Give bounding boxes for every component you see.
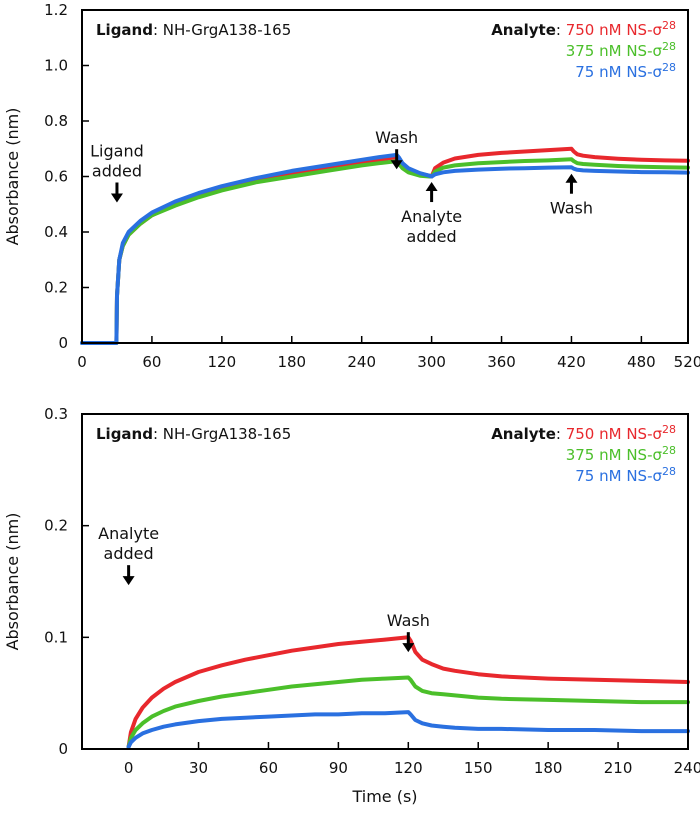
- bottom-legend-name: 750 nM NS-σ: [566, 425, 663, 443]
- bottom-y-tick-label: 0.2: [44, 517, 68, 535]
- top-annotation-2-arrow-head: [390, 160, 403, 170]
- bottom-legend-superscript: 28: [662, 444, 676, 457]
- top-y-tick-label: 1.2: [44, 1, 68, 19]
- top-y-tick-label: 0: [58, 334, 68, 352]
- bottom-legend: Ligand: NH-GrgA138-165 Analyte: 750 nM NS…: [96, 423, 676, 485]
- top-legend-superscript: 28: [662, 61, 676, 74]
- top-analyte-colon: :: [556, 21, 566, 39]
- bottom-x-tick-label: 150: [464, 759, 493, 777]
- top-y-axis-title: Absorbance (nm): [3, 108, 22, 246]
- bottom-y-tick-label: 0: [58, 740, 68, 758]
- top-annotation-1-text: Ligand: [90, 142, 144, 161]
- top-x-tick-label: 420: [557, 353, 586, 371]
- bottom-axis-ticks: 0 0.1 0.2 0.3 0 30 60 90 120 150 180 210 240: [44, 405, 700, 777]
- top-series-line-3: [80, 152, 690, 345]
- top-chart-panel: 0 0.2 0.4 0.6 0.8 1.0 1.2 0 60 120 180 240 300 360 420…: [3, 1, 700, 371]
- bottom-series-line-2: [126, 675, 690, 749]
- top-y-tick-label: 0.4: [44, 223, 68, 241]
- bottom-y-axis-title: Absorbance (nm): [3, 513, 22, 651]
- top-legend-name: 375 nM NS-σ: [566, 42, 663, 60]
- top-x-tick-label: 120: [208, 353, 237, 371]
- top-annotation-3-arrow-head: [425, 182, 438, 192]
- bottom-x-axis-title: Time (s): [351, 787, 417, 806]
- top-annotation-1-text: added: [92, 162, 142, 181]
- top-legend-entry-2: 375 nM NS-σ28: [566, 40, 676, 60]
- top-axis-ticks: 0 0.2 0.4 0.6 0.8 1.0 1.2 0 60 120 180 240 300 360 420…: [44, 1, 700, 371]
- top-annotation-4-text: Wash: [550, 199, 593, 218]
- bottom-legend-superscript: 28: [662, 465, 676, 478]
- top-legend-name: 750 nM NS-σ: [566, 21, 663, 39]
- bottom-x-tick-label: 240: [674, 759, 700, 777]
- top-plot-frame: [81, 9, 689, 344]
- bottom-ligand-legend: Ligand: NH-GrgA138-165: [96, 425, 291, 443]
- top-y-tick-label: 0.6: [44, 168, 68, 186]
- bottom-annotation-1-text: added: [104, 544, 154, 563]
- bottom-y-tick-label: 0.1: [44, 628, 68, 646]
- bottom-plot-frame: [81, 413, 689, 750]
- top-series-layer: [80, 146, 690, 345]
- top-legend-superscript: 28: [662, 40, 676, 53]
- top-annotation-3-text: added: [407, 227, 457, 246]
- bottom-x-tick-label: 180: [534, 759, 563, 777]
- top-ligand-label: Ligand: [96, 21, 153, 39]
- top-x-tick-label: 60: [142, 353, 161, 371]
- top-annotation-4-arrow-head: [565, 173, 578, 183]
- top-x-tick-label: 240: [347, 353, 376, 371]
- bottom-legend-entry-2: 375 nM NS-σ28: [566, 444, 676, 464]
- top-legend-entry-1: Analyte: 750 nM NS-σ28: [491, 19, 676, 39]
- bottom-series-line-1: [126, 635, 690, 749]
- bottom-analyte-label: Analyte: [491, 425, 556, 443]
- bottom-x-tick-label: 0: [124, 759, 134, 777]
- bottom-x-tick-label: 90: [329, 759, 348, 777]
- bottom-x-tick-label: 120: [394, 759, 423, 777]
- bottom-annotation-2-text: Wash: [387, 611, 430, 630]
- bottom-ligand-label: Ligand: [96, 425, 153, 443]
- top-annotation-3-text: Analyte: [401, 207, 462, 226]
- top-analyte-label: Analyte: [491, 21, 556, 39]
- bottom-annotation-1-text: Analyte: [98, 524, 159, 543]
- top-x-tick-label: 480: [627, 353, 656, 371]
- top-y-tick-label: 0.2: [44, 279, 68, 297]
- top-series-line-2: [80, 157, 690, 345]
- top-x-tick-label: 360: [487, 353, 516, 371]
- bottom-series-line-3: [126, 710, 690, 749]
- top-ligand-value: : NH-GrgA138-165: [153, 21, 291, 39]
- bottom-annotation-1-arrow-head: [122, 576, 135, 586]
- bottom-y-tick-label: 0.3: [44, 405, 68, 423]
- top-x-tick-label: 520: [674, 353, 700, 371]
- bottom-x-tick-label: 30: [189, 759, 208, 777]
- top-series-line-1: [80, 146, 690, 345]
- bottom-legend-superscript: 28: [662, 423, 676, 436]
- top-y-tick-label: 0.8: [44, 112, 68, 130]
- bottom-x-tick-label: 210: [604, 759, 633, 777]
- bottom-legend-entry-3: 75 nM NS-σ28: [575, 465, 676, 485]
- top-annotation-1-arrow-head: [110, 193, 123, 203]
- bottom-legend-name: 375 nM NS-σ: [566, 446, 663, 464]
- top-x-tick-label: 300: [417, 353, 446, 371]
- bottom-series-layer: [126, 635, 690, 749]
- bottom-x-tick-label: 60: [259, 759, 278, 777]
- top-annotation-2-text: Wash: [375, 128, 418, 147]
- bottom-ligand-value: : NH-GrgA138-165: [153, 425, 291, 443]
- top-x-tick-label: 0: [77, 353, 87, 371]
- top-ligand-legend: Ligand: NH-GrgA138-165: [96, 21, 291, 39]
- bottom-analyte-colon: :: [556, 425, 566, 443]
- bottom-legend-name: 75 nM NS-σ: [575, 467, 662, 485]
- top-legend-name: 75 nM NS-σ: [575, 63, 662, 81]
- top-y-tick-label: 1.0: [44, 57, 68, 75]
- bottom-chart-panel: 0 0.1 0.2 0.3 0 30 60 90 120 150 180 210 240 Analyte…: [3, 405, 700, 806]
- top-legend-entry-3: 75 nM NS-σ28: [575, 61, 676, 81]
- top-legend: Ligand: NH-GrgA138-165 Analyte: 750 nM NS…: [96, 19, 676, 81]
- bottom-annotation-2-arrow-head: [402, 643, 415, 653]
- top-x-tick-label: 180: [277, 353, 306, 371]
- top-legend-superscript: 28: [662, 19, 676, 32]
- bottom-legend-entry-1: Analyte: 750 nM NS-σ28: [491, 423, 676, 443]
